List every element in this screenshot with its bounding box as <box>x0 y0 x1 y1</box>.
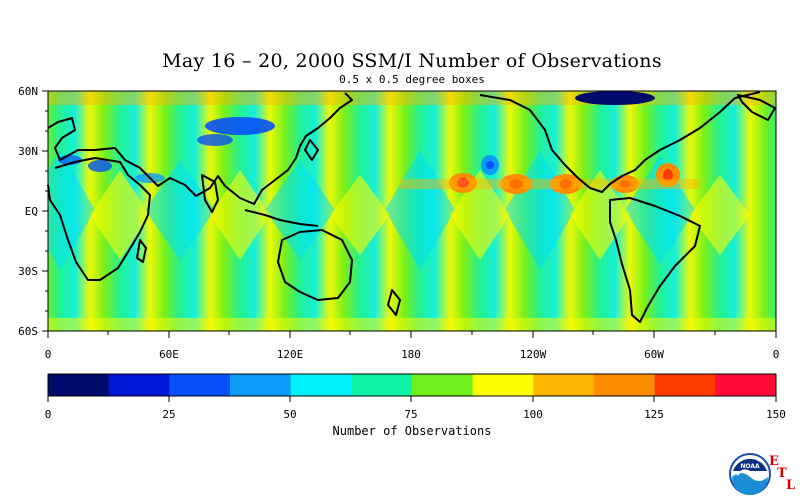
lon-label-120w: 120W <box>520 348 547 361</box>
africa-coast <box>47 157 151 281</box>
noaa-logo-text: NOAA <box>740 463 760 470</box>
colorbar-segment <box>48 374 110 396</box>
colorbar-segment <box>472 374 534 396</box>
colorbar-ticks <box>47 396 777 402</box>
colorbar-segment <box>230 374 292 396</box>
south-america-coast <box>609 197 701 323</box>
colorbar-segment <box>533 374 595 396</box>
etl-letter-t: T <box>777 466 787 481</box>
lon-ticks <box>47 331 777 338</box>
colorbar-frame <box>47 373 777 397</box>
map-subtitle: 0.5 x 0.5 degree boxes <box>339 73 485 86</box>
europe-asia-coast <box>47 92 353 205</box>
etl-letter-l: L <box>786 478 796 493</box>
lat-label-30s: 30S <box>18 265 38 278</box>
lat-label-60n: 60N <box>18 85 38 98</box>
new-zealand-coast <box>387 289 401 316</box>
north-america-coast <box>479 91 761 193</box>
colorbar-segment <box>169 374 231 396</box>
colorbar-segment <box>412 374 474 396</box>
lat-label-eq: EQ <box>25 205 38 218</box>
noaa-logo: NOAA <box>729 453 771 495</box>
lat-ticks <box>42 90 48 332</box>
lat-label-60s: 60S <box>18 325 38 338</box>
lon-label-120e: 120E <box>277 348 304 361</box>
colorbar-segment <box>108 374 170 396</box>
colorbar-segment <box>351 374 413 396</box>
india-coast <box>201 174 219 213</box>
lon-label-60w: 60W <box>644 348 664 361</box>
colorbar-segment <box>654 374 716 396</box>
etl-letter-e: E <box>769 454 779 469</box>
colorbar-tick-125: 125 <box>644 408 664 421</box>
greenland-coast <box>737 94 776 121</box>
coastlines <box>47 91 776 323</box>
colorbar-tick-25: 25 <box>162 408 175 421</box>
japan-coast <box>304 139 319 161</box>
australia-coast <box>277 229 353 301</box>
lat-label-30n: 30N <box>18 145 38 158</box>
colorbar-tick-0: 0 <box>45 408 52 421</box>
madagascar-coast <box>136 239 147 263</box>
colorbar-segment <box>594 374 656 396</box>
lon-label-180: 180 <box>401 348 421 361</box>
colorbar-segment <box>290 374 352 396</box>
colorbar-tick-75: 75 <box>404 408 417 421</box>
lon-label-0-right: 0 <box>773 348 780 361</box>
colorbar-tick-100: 100 <box>523 408 543 421</box>
colorbar-tick-50: 50 <box>283 408 296 421</box>
observation-field <box>48 91 776 331</box>
low-count-patches <box>58 91 655 183</box>
lon-label-60e: 60E <box>159 348 179 361</box>
colorbar <box>47 373 777 397</box>
colorbar-segment <box>715 374 777 396</box>
lon-label-0-left: 0 <box>45 348 52 361</box>
colorbar-tick-150: 150 <box>766 408 786 421</box>
colorbar-title: Number of Observations <box>332 424 492 438</box>
map-title: May 16 – 20, 2000 SSM/I Number of Observ… <box>162 50 662 72</box>
high-count-spots <box>400 163 700 194</box>
indonesia-coast <box>244 209 319 227</box>
